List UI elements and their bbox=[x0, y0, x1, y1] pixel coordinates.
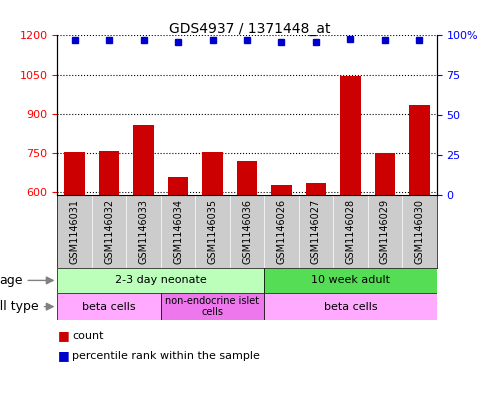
Bar bbox=[168, 176, 189, 195]
Bar bbox=[340, 76, 361, 195]
Text: ■: ■ bbox=[57, 329, 69, 343]
Bar bbox=[375, 153, 395, 195]
Bar bbox=[237, 162, 257, 195]
Text: GSM1146035: GSM1146035 bbox=[208, 198, 218, 264]
Bar bbox=[161, 293, 264, 320]
Text: non-endocrine islet
cells: non-endocrine islet cells bbox=[166, 296, 259, 318]
Text: GSM1146028: GSM1146028 bbox=[345, 198, 355, 264]
Text: GSM1146031: GSM1146031 bbox=[70, 198, 80, 264]
Text: GSM1146027: GSM1146027 bbox=[311, 198, 321, 264]
Text: ■: ■ bbox=[57, 349, 69, 362]
Text: GSM1146030: GSM1146030 bbox=[414, 198, 424, 264]
Text: 2-3 day neonate: 2-3 day neonate bbox=[115, 275, 207, 285]
Text: GSM1146034: GSM1146034 bbox=[173, 198, 183, 264]
Text: GSM1146026: GSM1146026 bbox=[276, 198, 286, 264]
Bar bbox=[271, 185, 292, 195]
Text: cell type: cell type bbox=[0, 300, 53, 313]
Bar bbox=[409, 105, 430, 195]
Text: GDS4937 / 1371448_at: GDS4937 / 1371448_at bbox=[169, 22, 330, 36]
Text: age: age bbox=[0, 274, 53, 287]
Bar bbox=[264, 268, 437, 293]
Text: GSM1146036: GSM1146036 bbox=[242, 198, 252, 264]
Bar bbox=[64, 152, 85, 195]
Text: percentile rank within the sample: percentile rank within the sample bbox=[72, 351, 260, 361]
Text: count: count bbox=[72, 331, 104, 341]
Bar bbox=[305, 183, 326, 195]
Text: beta cells: beta cells bbox=[324, 301, 377, 312]
Bar bbox=[133, 125, 154, 195]
Bar bbox=[264, 293, 437, 320]
Bar bbox=[202, 152, 223, 195]
Text: GSM1146032: GSM1146032 bbox=[104, 198, 114, 264]
Bar bbox=[57, 268, 264, 293]
Text: GSM1146029: GSM1146029 bbox=[380, 198, 390, 264]
Bar bbox=[99, 151, 119, 195]
Text: 10 week adult: 10 week adult bbox=[311, 275, 390, 285]
Text: GSM1146033: GSM1146033 bbox=[139, 198, 149, 264]
Bar bbox=[57, 293, 161, 320]
Text: beta cells: beta cells bbox=[82, 301, 136, 312]
